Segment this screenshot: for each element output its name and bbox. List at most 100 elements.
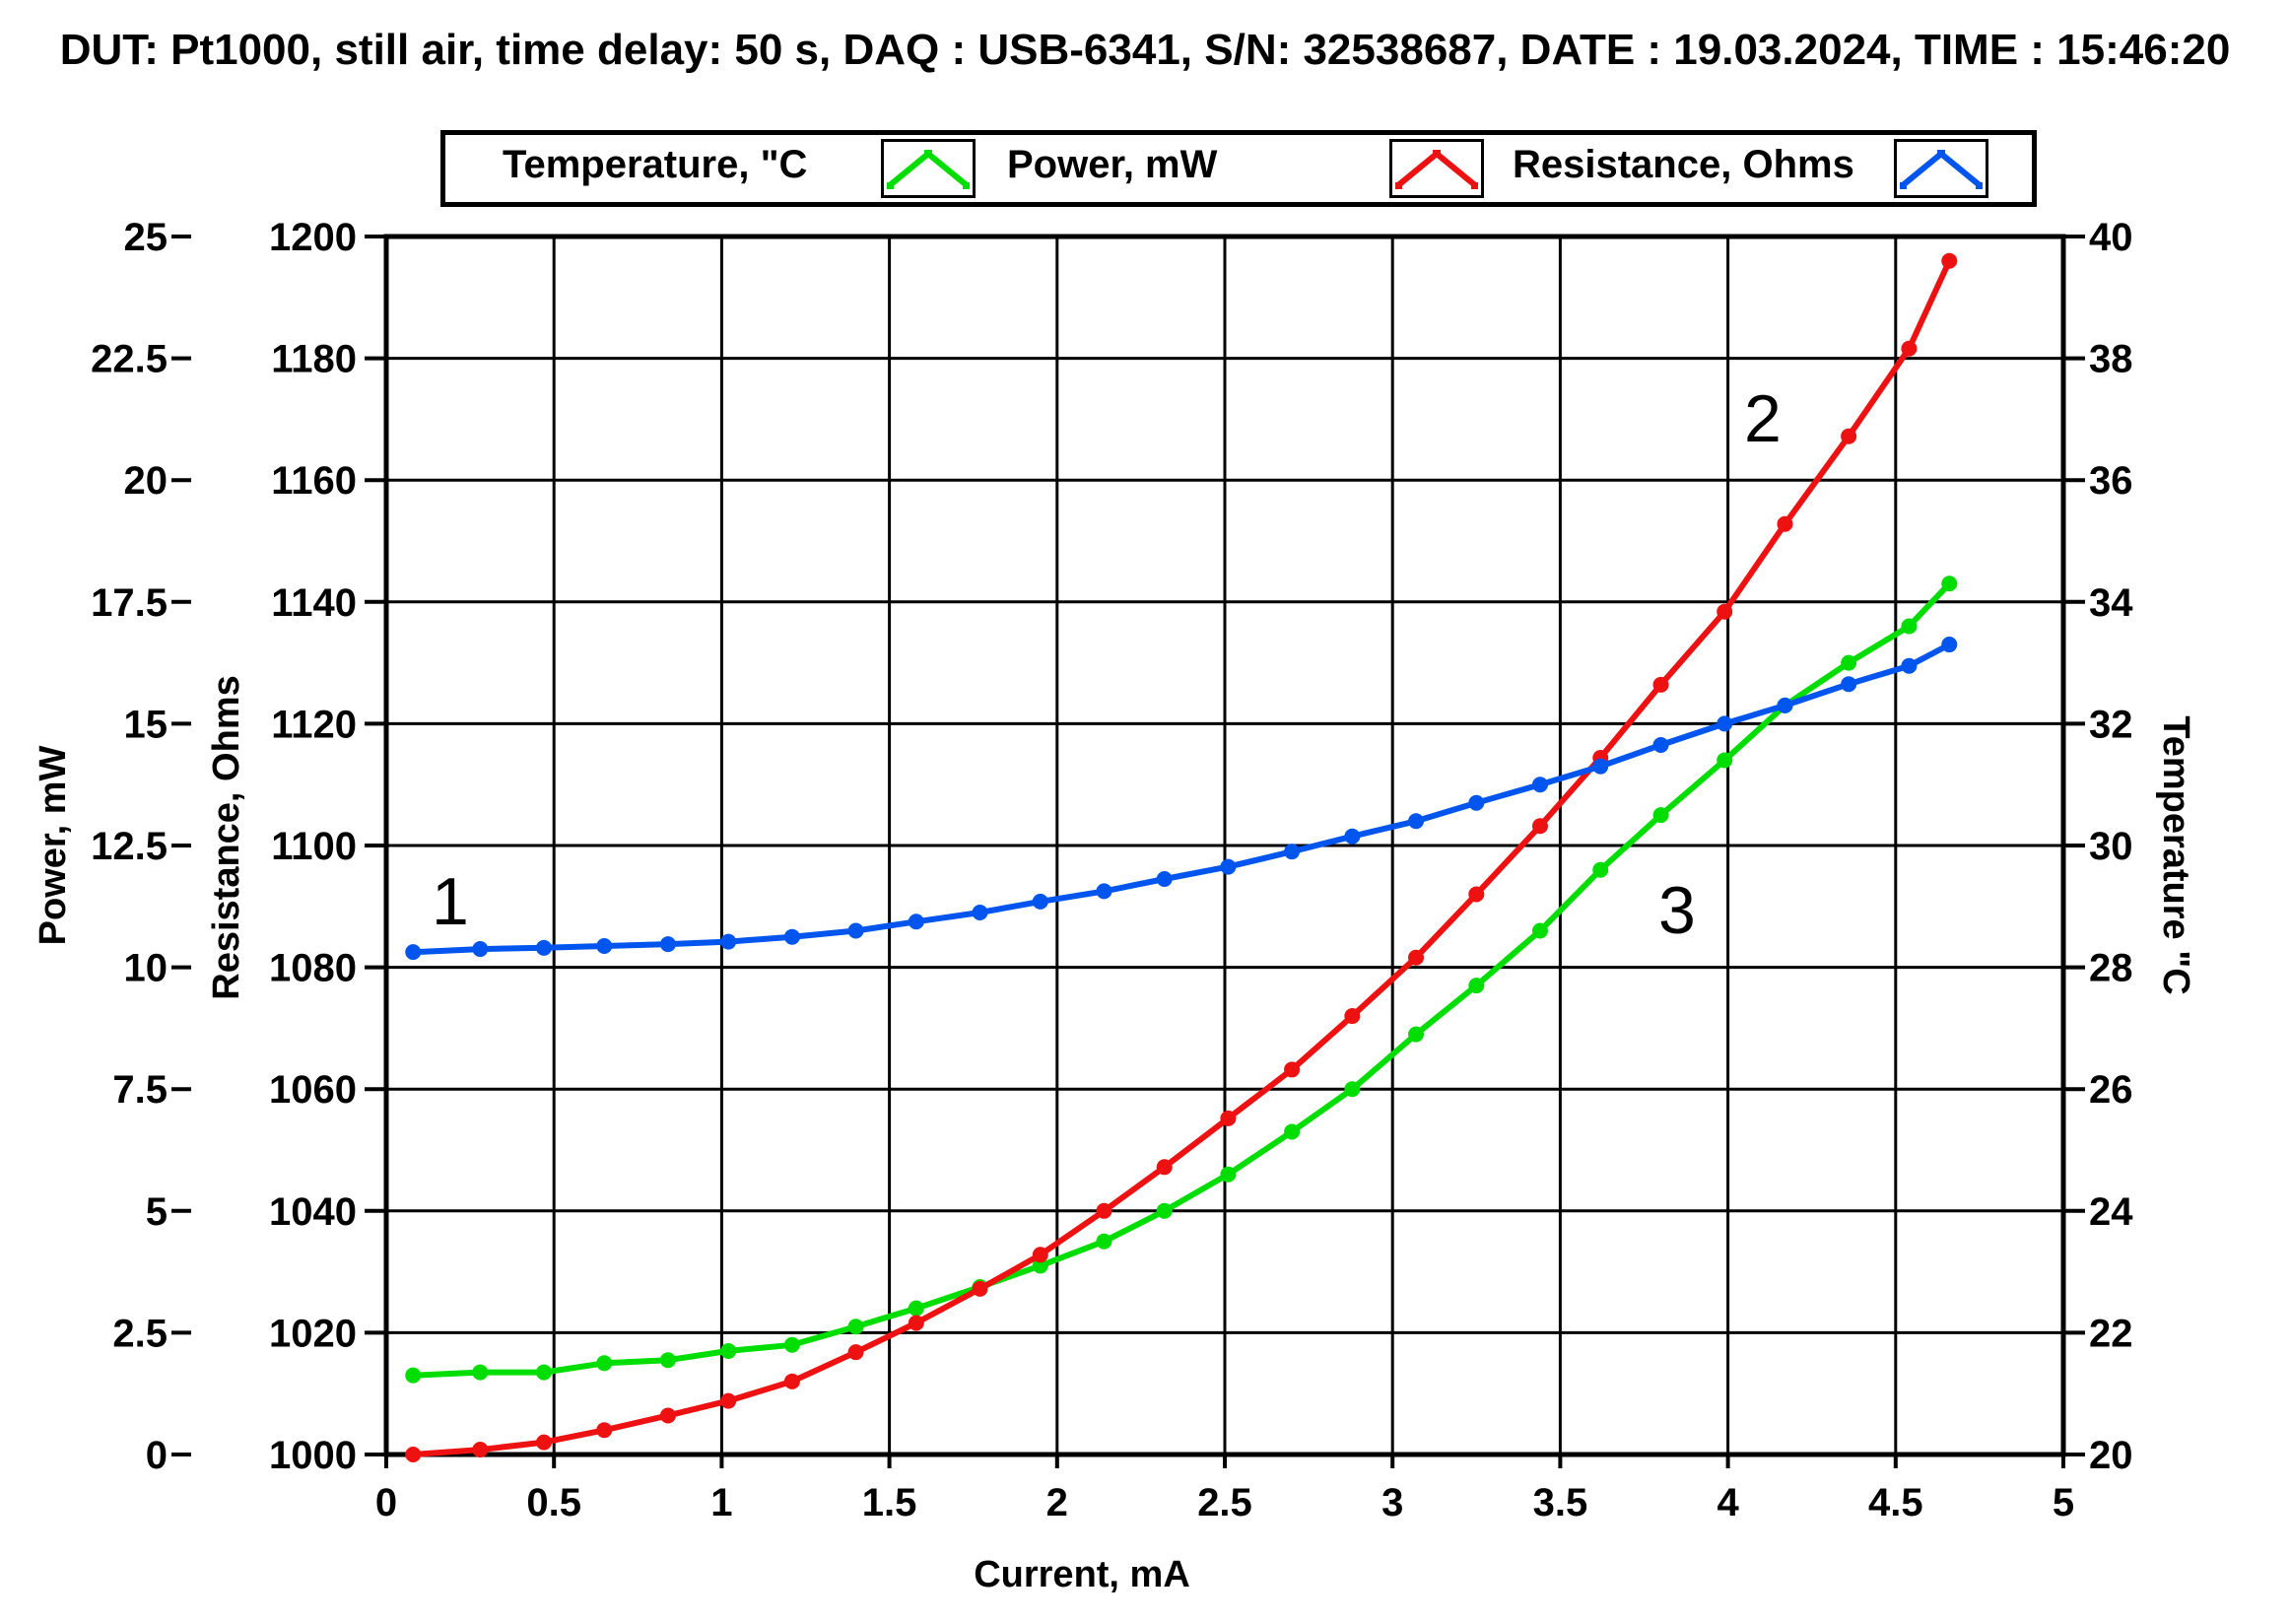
power-tick-label: 15 bbox=[124, 703, 168, 746]
power-tick-label: 25 bbox=[124, 216, 168, 259]
data-point-resistance bbox=[1096, 883, 1112, 900]
temperature-tick-label: 20 bbox=[2089, 1434, 2133, 1477]
x-tick-label: 2 bbox=[1046, 1481, 1068, 1524]
data-point-power bbox=[908, 1315, 924, 1331]
data-point-power bbox=[596, 1422, 613, 1439]
temperature-tick-label: 22 bbox=[2089, 1312, 2133, 1355]
data-point-resistance bbox=[720, 933, 737, 950]
data-point-resistance bbox=[1468, 794, 1485, 811]
power-tick-label: 17.5 bbox=[91, 581, 168, 625]
data-point-resistance bbox=[847, 922, 864, 939]
data-point-resistance bbox=[1344, 828, 1361, 845]
legend-swatch-power bbox=[1389, 139, 1484, 198]
data-point-temperature bbox=[1941, 575, 1958, 592]
data-point-power bbox=[1032, 1247, 1048, 1263]
data-point-power bbox=[972, 1280, 988, 1297]
resistance-tick-label: 1020 bbox=[269, 1312, 357, 1355]
x-tick-label: 4 bbox=[1717, 1481, 1739, 1524]
data-point-resistance bbox=[1717, 715, 1733, 732]
resistance-tick-label: 1040 bbox=[269, 1190, 357, 1234]
data-point-temperature bbox=[1468, 978, 1485, 994]
data-point-resistance bbox=[972, 904, 988, 920]
series-power bbox=[405, 252, 1958, 1462]
data-point-power bbox=[1531, 818, 1548, 835]
data-point-temperature bbox=[535, 1364, 552, 1381]
data-point-temperature bbox=[1901, 618, 1918, 635]
legend: Temperature, "C Power, mW Resistance, Oh… bbox=[440, 130, 2037, 207]
resistance-tick-label: 1160 bbox=[271, 459, 357, 503]
data-point-temperature bbox=[1841, 654, 1857, 671]
data-point-temperature bbox=[1531, 922, 1548, 939]
temperature-tick-label: 30 bbox=[2089, 825, 2133, 868]
data-point-power bbox=[1717, 603, 1733, 620]
data-point-resistance bbox=[1032, 893, 1048, 910]
data-point-temperature bbox=[908, 1300, 924, 1317]
temperature-tick-label: 28 bbox=[2089, 947, 2133, 990]
data-point-power bbox=[1220, 1110, 1237, 1126]
series-line-power bbox=[412, 259, 1953, 1457]
x-tick-label: 0.5 bbox=[526, 1481, 581, 1524]
data-point-power bbox=[659, 1407, 676, 1424]
series-resistance bbox=[405, 637, 1958, 961]
data-point-temperature bbox=[1592, 861, 1609, 878]
data-point-power bbox=[1408, 949, 1425, 966]
power-tick-label: 2.5 bbox=[112, 1312, 168, 1355]
axis-ticks: 0 0.5 1 1.5 2 2.5 3 3.5 4 4.5 502.557.51012.51517.… bbox=[91, 216, 2133, 1524]
curve-label-resistance: 1 bbox=[432, 864, 469, 939]
data-point-resistance bbox=[1408, 813, 1425, 830]
x-tick-label: 3 bbox=[1381, 1481, 1403, 1524]
power-tick-label: 5 bbox=[146, 1190, 168, 1234]
data-point-resistance bbox=[1284, 844, 1301, 860]
x-axis-title: Current, mA bbox=[974, 1554, 1190, 1595]
data-point-temperature bbox=[1344, 1081, 1361, 1098]
data-point-resistance bbox=[596, 937, 613, 954]
data-point-resistance bbox=[908, 914, 924, 930]
resistance-tick-label: 1000 bbox=[269, 1434, 357, 1477]
data-point-temperature bbox=[472, 1364, 489, 1381]
data-point-temperature bbox=[596, 1355, 613, 1372]
grid bbox=[386, 237, 2063, 1455]
resistance-tick-label: 1100 bbox=[271, 825, 357, 868]
data-point-temperature bbox=[405, 1367, 422, 1384]
temperature-tick-label: 34 bbox=[2089, 581, 2133, 625]
resistance-axis-title: Resistance, Ohms bbox=[206, 675, 247, 999]
data-point-temperature bbox=[1032, 1257, 1048, 1274]
legend-swatch-temperature bbox=[881, 139, 976, 198]
data-point-resistance bbox=[783, 928, 800, 945]
temperature-tick-label: 24 bbox=[2089, 1190, 2133, 1234]
chart-title: DUT: Pt1000, still air, time delay: 50 s… bbox=[59, 26, 2231, 74]
data-point-power bbox=[1468, 886, 1485, 903]
data-point-power bbox=[1156, 1159, 1173, 1176]
data-point-power bbox=[1344, 1008, 1361, 1025]
series-temperature bbox=[405, 575, 1958, 1384]
data-point-resistance bbox=[1156, 870, 1173, 887]
data-point-resistance bbox=[1901, 657, 1918, 674]
data-point-resistance bbox=[1652, 737, 1669, 754]
resistance-tick-label: 1080 bbox=[269, 947, 357, 990]
legend-label-resistance: Resistance, Ohms bbox=[1513, 143, 1854, 186]
data-point-resistance bbox=[1777, 697, 1793, 713]
resistance-tick-label: 1140 bbox=[271, 581, 357, 625]
data-point-temperature bbox=[659, 1352, 676, 1369]
data-point-power bbox=[720, 1392, 737, 1409]
temperature-axis-title: Temperature "C bbox=[2155, 715, 2196, 994]
data-point-temperature bbox=[847, 1319, 864, 1335]
legend-label-power: Power, mW bbox=[1007, 143, 1218, 186]
data-point-temperature bbox=[720, 1342, 737, 1359]
power-tick-label: 7.5 bbox=[112, 1068, 168, 1112]
power-axis-title: Power, mW bbox=[33, 746, 74, 946]
series-line-temperature bbox=[413, 581, 1952, 1379]
series bbox=[405, 252, 1958, 1462]
data-point-power bbox=[1901, 340, 1918, 357]
temperature-tick-label: 26 bbox=[2089, 1068, 2133, 1112]
x-tick-label: 1.5 bbox=[862, 1481, 917, 1524]
x-tick-label: 0 bbox=[375, 1481, 397, 1524]
x-tick-label: 3.5 bbox=[1533, 1481, 1588, 1524]
power-tick-label: 10 bbox=[124, 947, 168, 990]
data-point-resistance bbox=[1841, 676, 1857, 693]
data-point-temperature bbox=[1717, 752, 1733, 769]
resistance-tick-label: 1060 bbox=[269, 1068, 357, 1112]
power-tick-label: 20 bbox=[124, 459, 168, 503]
data-point-power bbox=[1941, 252, 1958, 269]
